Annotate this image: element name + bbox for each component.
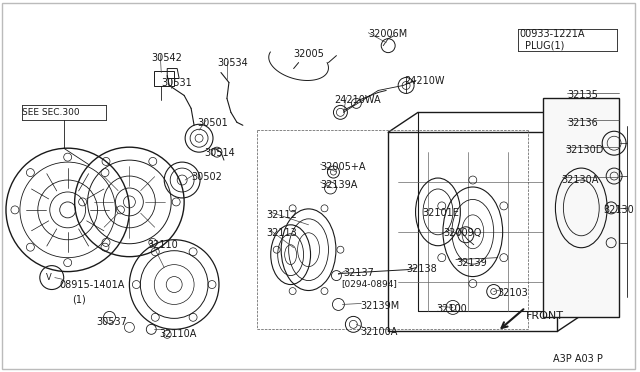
Text: 30502: 30502 xyxy=(191,172,222,182)
Text: 30501: 30501 xyxy=(197,118,228,128)
Text: 32006M: 32006M xyxy=(368,29,408,39)
Text: 32009Q: 32009Q xyxy=(443,228,481,238)
Text: 30514: 30514 xyxy=(204,148,235,158)
Text: 32130: 32130 xyxy=(603,205,634,215)
Text: 32110: 32110 xyxy=(147,240,178,250)
Text: 24210W: 24210W xyxy=(404,76,445,86)
Text: PLUG(1): PLUG(1) xyxy=(525,41,564,51)
Polygon shape xyxy=(543,99,619,317)
Text: 32100: 32100 xyxy=(436,304,467,314)
Text: 32138: 32138 xyxy=(406,264,437,274)
Text: 32137: 32137 xyxy=(344,267,374,278)
Text: (1): (1) xyxy=(72,295,85,305)
Text: FRONT: FRONT xyxy=(525,311,564,321)
Text: 32005+A: 32005+A xyxy=(321,162,366,172)
Text: 08915-1401A: 08915-1401A xyxy=(60,280,125,289)
Text: 32135: 32135 xyxy=(567,90,598,100)
Text: 32113: 32113 xyxy=(267,228,298,238)
Text: SEE SEC.300: SEE SEC.300 xyxy=(22,108,79,117)
Text: 30534: 30534 xyxy=(217,58,248,68)
Text: 32100A: 32100A xyxy=(360,327,397,337)
Text: A3P A03 P: A3P A03 P xyxy=(554,354,604,364)
Text: 00933-1221A: 00933-1221A xyxy=(520,29,585,39)
Text: 32101E: 32101E xyxy=(422,208,459,218)
Text: 32139M: 32139M xyxy=(360,301,399,311)
Text: 24210WA: 24210WA xyxy=(335,96,381,105)
Text: 32139: 32139 xyxy=(456,258,486,268)
Text: 30537: 30537 xyxy=(97,317,127,327)
Text: V: V xyxy=(46,273,52,282)
Text: 32110A: 32110A xyxy=(159,329,196,339)
Text: 32130D: 32130D xyxy=(565,145,604,155)
Text: 32005: 32005 xyxy=(294,49,324,59)
Text: [0294-0894]: [0294-0894] xyxy=(341,280,397,289)
Text: 32103: 32103 xyxy=(498,288,529,298)
Text: 32112: 32112 xyxy=(267,210,298,220)
Text: 32130A: 32130A xyxy=(561,175,599,185)
Text: 30531: 30531 xyxy=(161,77,192,87)
Text: 30542: 30542 xyxy=(151,52,182,62)
Text: 32139A: 32139A xyxy=(321,180,358,190)
Text: 32136: 32136 xyxy=(567,118,598,128)
